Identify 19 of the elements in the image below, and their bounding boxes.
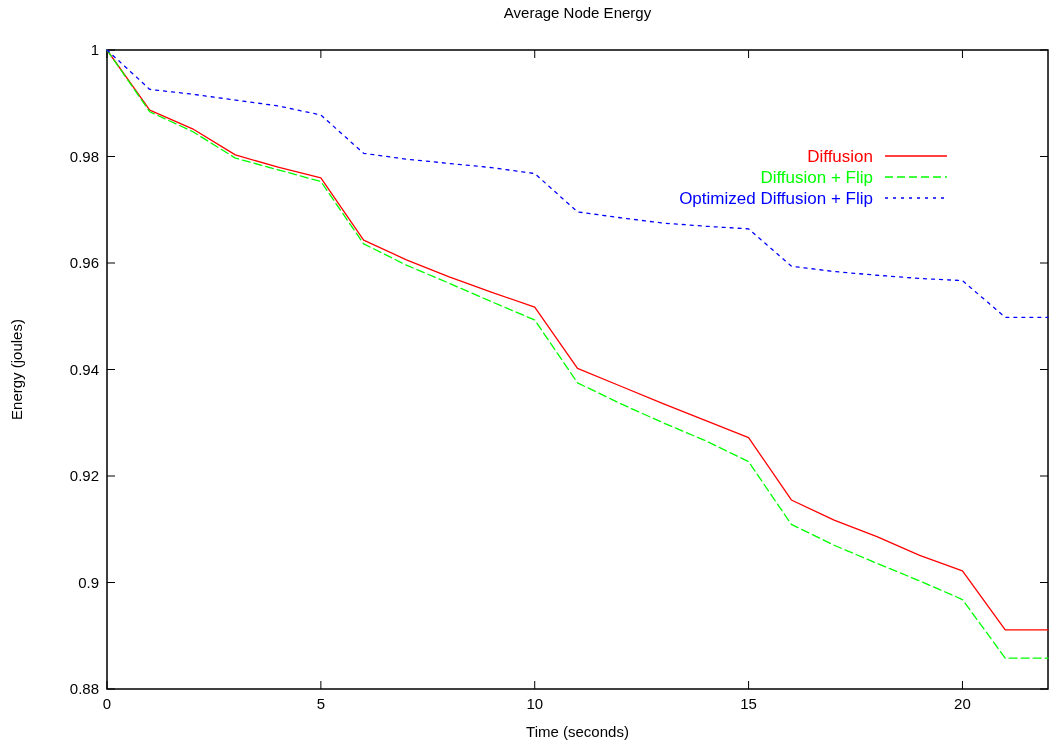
x-tick-label: 10 [526,695,544,712]
line-series [106,49,1049,318]
y-tick-label: 0.98 [69,147,99,165]
x-tick-label: 0 [102,695,112,712]
y-tick-label: 0.96 [69,254,99,271]
chart-title: Average Node Energy [503,4,652,21]
y-tick-label: 0.94 [69,360,99,378]
y-tick-label: 0.88 [69,680,99,697]
y-axis-title: Energy (joules) [8,319,25,420]
legend-label: Diffusion [807,147,873,166]
x-axis-title: Time (seconds) [526,723,629,740]
y-tick-label: 0.9 [78,573,99,591]
y-tick-label: 1 [90,41,99,58]
legend-label: Optimized Diffusion + Flip [679,189,873,208]
x-tick-label: 20 [954,695,971,712]
y-tick-label: 0.92 [69,467,99,484]
x-tick-label: 15 [740,695,757,712]
legend-label: Diffusion + Flip [760,168,873,187]
x-tick-label: 5 [316,695,326,712]
